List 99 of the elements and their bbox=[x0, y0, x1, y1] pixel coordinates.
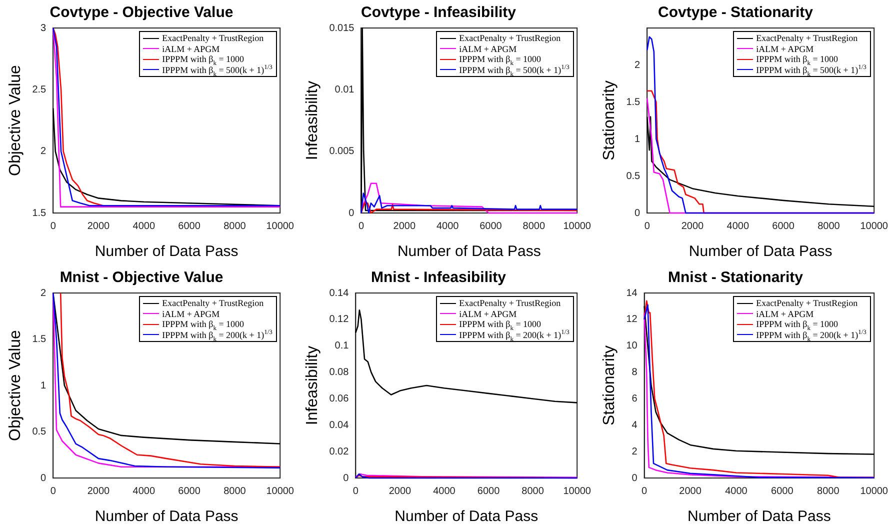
chart-title: Mnist - Stationarity bbox=[668, 269, 804, 286]
x-tick-label: 6000 bbox=[178, 220, 201, 232]
legend-label: ExactPenalty + TrustRegion bbox=[459, 33, 561, 44]
y-tick-label: 14 bbox=[626, 288, 638, 299]
x-tick-label: 8000 bbox=[224, 220, 246, 232]
x-tick-label: 6000 bbox=[771, 486, 794, 497]
y-tick-label: 2.5 bbox=[32, 84, 47, 96]
y-tick-label: 1 bbox=[634, 134, 641, 145]
chart-title: Covtype - Stationarity bbox=[658, 4, 814, 22]
x-tick-label: 10000 bbox=[860, 486, 888, 497]
y-tick-label: 0.015 bbox=[329, 22, 355, 34]
y-tick-label: 6 bbox=[632, 393, 638, 404]
legend-label: ExactPenalty + TrustRegion bbox=[162, 33, 264, 44]
legend-label: iALM + APGM bbox=[459, 44, 517, 54]
x-tick-label: 6000 bbox=[178, 486, 201, 497]
y-axis-title: Infeasibility bbox=[304, 80, 322, 160]
x-tick-label: 0 bbox=[642, 486, 648, 497]
y-tick-label: 0.005 bbox=[329, 146, 355, 158]
y-tick-label: 0.1 bbox=[334, 340, 350, 352]
y-tick-label: 1.5 bbox=[32, 334, 47, 345]
x-tick-label: 10000 bbox=[860, 220, 888, 232]
chart-title: Covtype - Infeasibility bbox=[360, 4, 517, 22]
y-axis-title: Infeasibility bbox=[304, 346, 322, 426]
x-tick-label: 2000 bbox=[388, 486, 412, 497]
x-tick-label: 4000 bbox=[726, 220, 750, 232]
x-axis-title: Number of Data Pass bbox=[688, 508, 831, 526]
chart-title: Mnist - Objective Value bbox=[60, 269, 224, 286]
y-axis-title: Objective Value bbox=[7, 330, 24, 441]
x-tick-label: 4000 bbox=[132, 486, 156, 497]
legend-label: ExactPenalty + TrustRegion bbox=[162, 298, 264, 308]
y-tick-label: 0 bbox=[634, 208, 641, 219]
legend-label: iALM + APGM bbox=[756, 308, 814, 319]
y-tick-label: 2 bbox=[40, 288, 47, 299]
x-tick-label: 2000 bbox=[87, 220, 110, 232]
x-tick-label: 8000 bbox=[522, 220, 546, 232]
y-tick-label: 0.06 bbox=[329, 393, 350, 404]
y-tick-label: 0 bbox=[40, 472, 47, 484]
chart-title: Covtype - Objective Value bbox=[50, 4, 234, 22]
y-axis-title: Stationarity bbox=[601, 80, 618, 161]
legend-label: iALM + APGM bbox=[459, 308, 517, 319]
legend-label: iALM + APGM bbox=[756, 44, 814, 54]
y-tick-label: 0 bbox=[343, 472, 350, 484]
y-tick-label: 0.5 bbox=[32, 426, 47, 438]
y-tick-label: 0 bbox=[632, 472, 638, 484]
x-tick-label: 10000 bbox=[563, 220, 592, 232]
y-tick-label: 0 bbox=[348, 208, 355, 219]
y-tick-label: 2 bbox=[40, 146, 47, 158]
legend-label: iALM + APGM bbox=[162, 308, 220, 319]
x-tick-label: 4000 bbox=[436, 220, 460, 232]
y-tick-label: 0.01 bbox=[334, 84, 355, 96]
y-tick-label: 0.5 bbox=[626, 170, 641, 182]
y-tick-label: 0.02 bbox=[329, 446, 350, 458]
x-tick-label: 4000 bbox=[132, 220, 156, 232]
x-tick-label: 6000 bbox=[477, 486, 500, 497]
y-axis-title: Objective Value bbox=[7, 64, 24, 176]
x-tick-label: 0 bbox=[644, 220, 650, 232]
x-axis-title: Number of Data Pass bbox=[394, 508, 538, 526]
x-tick-label: 4000 bbox=[725, 486, 748, 497]
y-axis-title: Stationarity bbox=[601, 345, 618, 426]
x-tick-label: 10000 bbox=[563, 486, 592, 497]
legend-label: ExactPenalty + TrustRegion bbox=[756, 33, 858, 44]
x-tick-label: 2000 bbox=[679, 486, 702, 497]
y-tick-label: 8 bbox=[632, 367, 638, 378]
y-tick-label: 10 bbox=[626, 340, 638, 352]
x-tick-label: 2000 bbox=[87, 486, 110, 497]
y-tick-label: 3 bbox=[40, 22, 47, 34]
x-tick-label: 0 bbox=[50, 220, 56, 232]
x-tick-label: 6000 bbox=[480, 220, 502, 232]
x-tick-label: 8000 bbox=[224, 486, 246, 497]
x-tick-label: 0 bbox=[358, 220, 364, 232]
y-tick-label: 4 bbox=[632, 420, 638, 431]
x-axis-title: Number of Data Pass bbox=[94, 243, 238, 260]
y-tick-label: 1 bbox=[40, 380, 47, 392]
y-tick-label: 2 bbox=[632, 446, 638, 458]
x-tick-label: 2000 bbox=[393, 220, 416, 232]
x-axis-title: Number of Data Pass bbox=[397, 243, 541, 260]
x-tick-label: 8000 bbox=[522, 486, 544, 497]
x-tick-label: 10000 bbox=[266, 486, 294, 497]
x-axis-title: Number of Data Pass bbox=[688, 243, 832, 260]
y-tick-label: 0.12 bbox=[329, 314, 350, 326]
x-tick-label: 10000 bbox=[266, 220, 294, 232]
x-tick-label: 2000 bbox=[681, 220, 704, 232]
chart-title: Mnist - Infeasibility bbox=[370, 269, 507, 286]
y-tick-label: 1.5 bbox=[626, 96, 641, 108]
x-tick-label: 6000 bbox=[772, 220, 795, 232]
y-tick-label: 0.08 bbox=[329, 367, 350, 378]
x-tick-label: 8000 bbox=[818, 220, 840, 232]
legend-label: iALM + APGM bbox=[162, 44, 220, 54]
x-axis-title: Number of Data Pass bbox=[94, 508, 238, 526]
y-tick-label: 0.14 bbox=[329, 288, 350, 299]
x-tick-label: 8000 bbox=[817, 486, 840, 497]
legend-label: ExactPenalty + TrustRegion bbox=[459, 298, 561, 308]
x-tick-label: 4000 bbox=[433, 486, 456, 497]
y-tick-label: 1.5 bbox=[32, 208, 47, 219]
y-tick-label: 12 bbox=[626, 314, 638, 326]
y-tick-label: 0.04 bbox=[329, 420, 350, 431]
y-tick-label: 2 bbox=[634, 60, 641, 71]
x-tick-label: 0 bbox=[50, 486, 56, 497]
legend-label: ExactPenalty + TrustRegion bbox=[756, 298, 858, 308]
